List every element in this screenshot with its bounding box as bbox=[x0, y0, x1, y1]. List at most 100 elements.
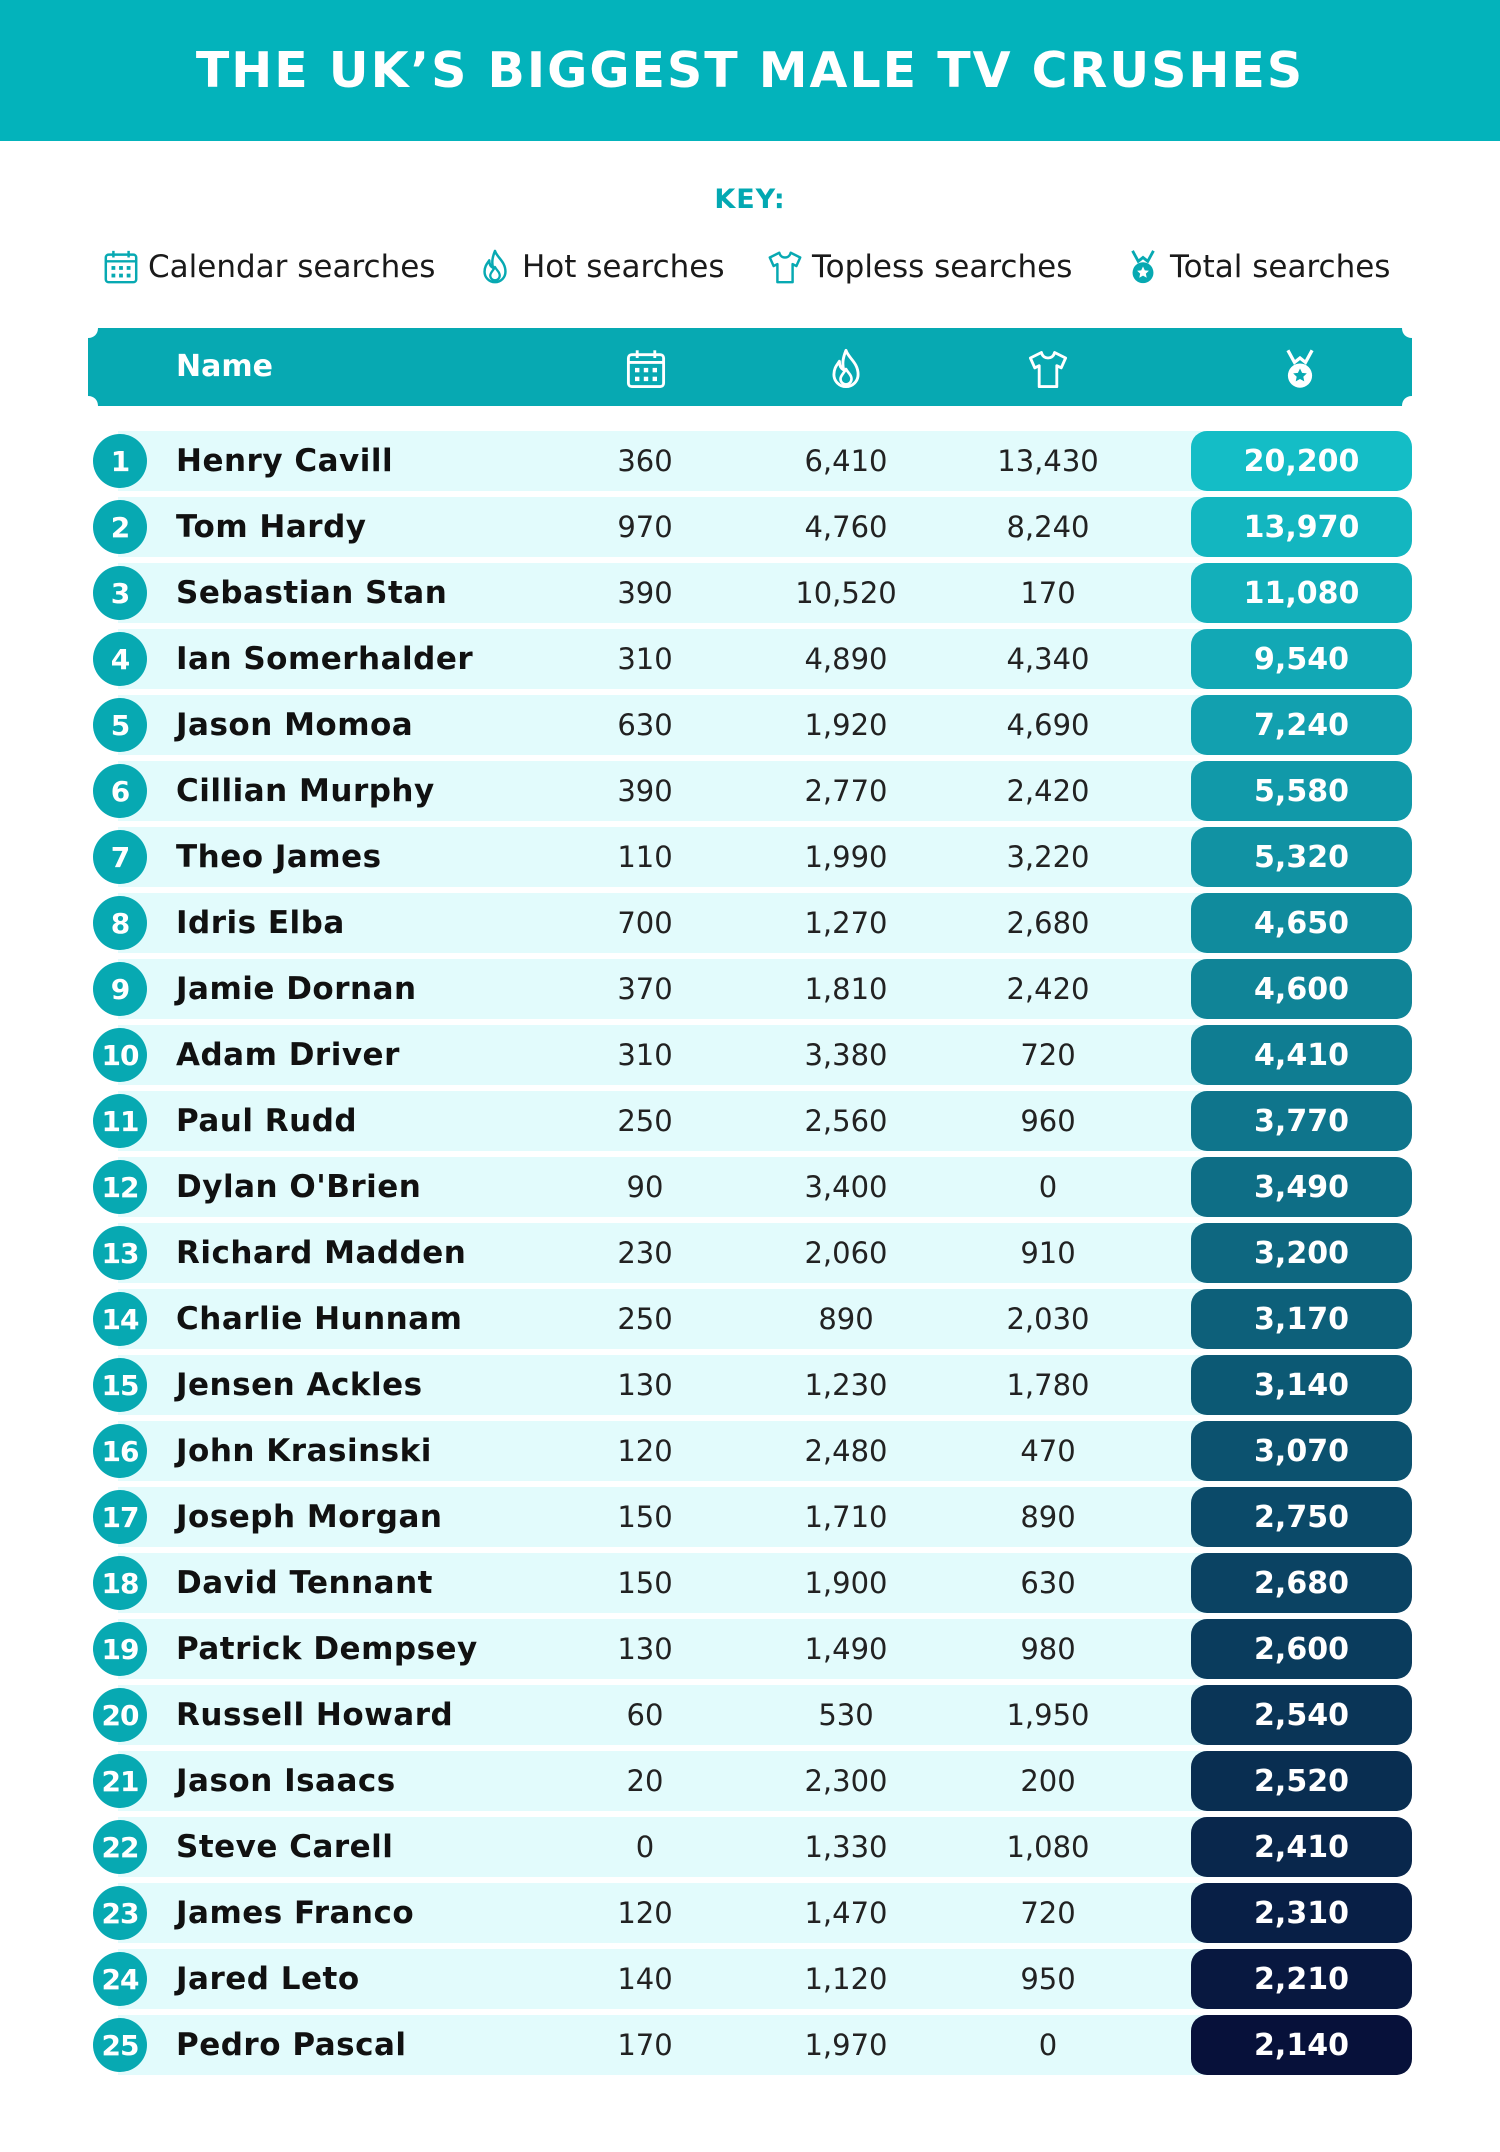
hot-cell: 6,410 bbox=[804, 444, 888, 478]
total-cell: 2,310 bbox=[1191, 1883, 1412, 1943]
table-row: 1 Henry Cavill 360 6,410 13,430 20,200 bbox=[88, 431, 1412, 491]
rank-badge: 25 bbox=[93, 2018, 147, 2072]
topless-cell: 1,950 bbox=[1006, 1698, 1090, 1732]
name-cell: Sebastian Stan bbox=[176, 575, 448, 611]
hot-cell: 3,400 bbox=[804, 1170, 888, 1204]
total-cell: 3,140 bbox=[1191, 1355, 1412, 1415]
legend-label: Calendar searches bbox=[148, 249, 436, 285]
row-background bbox=[118, 893, 1308, 953]
topless-cell: 630 bbox=[1020, 1566, 1076, 1600]
total-cell: 3,490 bbox=[1191, 1157, 1412, 1217]
calendar-cell: 60 bbox=[626, 1698, 664, 1732]
topless-cell: 2,420 bbox=[1006, 972, 1090, 1006]
name-cell: Adam Driver bbox=[176, 1037, 400, 1073]
hot-cell: 10,520 bbox=[795, 576, 897, 610]
hot-cell: 1,810 bbox=[804, 972, 888, 1006]
topless-cell: 960 bbox=[1020, 1104, 1076, 1138]
name-cell: Pedro Pascal bbox=[176, 2027, 407, 2063]
table-row: 18 David Tennant 150 1,900 630 2,680 bbox=[88, 1553, 1412, 1613]
header-background bbox=[88, 328, 1412, 406]
rank-badge: 10 bbox=[93, 1028, 147, 1082]
total-cell: 5,320 bbox=[1191, 827, 1412, 887]
topless-cell: 2,680 bbox=[1006, 906, 1090, 940]
rank-badge: 2 bbox=[93, 500, 147, 554]
hot-cell: 890 bbox=[818, 1302, 874, 1336]
total-cell: 2,140 bbox=[1191, 2015, 1412, 2075]
calendar-cell: 120 bbox=[617, 1434, 673, 1468]
rank-badge: 11 bbox=[93, 1094, 147, 1148]
table-row: 14 Charlie Hunnam 250 890 2,030 3,170 bbox=[88, 1289, 1412, 1349]
topless-cell: 4,690 bbox=[1006, 708, 1090, 742]
hot-cell: 2,560 bbox=[804, 1104, 888, 1138]
name-cell: Joseph Morgan bbox=[176, 1499, 443, 1535]
name-cell: Richard Madden bbox=[176, 1235, 467, 1271]
total-cell: 2,750 bbox=[1191, 1487, 1412, 1547]
topless-cell: 2,420 bbox=[1006, 774, 1090, 808]
table-row: 22 Steve Carell 0 1,330 1,080 2,410 bbox=[88, 1817, 1412, 1877]
name-cell: Ian Somerhalder bbox=[176, 641, 474, 677]
row-background bbox=[118, 1883, 1308, 1943]
row-background bbox=[118, 1685, 1308, 1745]
name-cell: Paul Rudd bbox=[176, 1103, 358, 1139]
name-cell: Idris Elba bbox=[176, 905, 345, 941]
hot-cell: 1,120 bbox=[804, 1962, 888, 1996]
rank-badge: 17 bbox=[93, 1490, 147, 1544]
row-background bbox=[118, 827, 1308, 887]
row-background bbox=[118, 1817, 1308, 1877]
calendar-cell: 230 bbox=[617, 1236, 673, 1270]
total-cell: 5,580 bbox=[1191, 761, 1412, 821]
hot-cell: 1,990 bbox=[804, 840, 888, 874]
calendar-cell: 700 bbox=[617, 906, 673, 940]
topless-cell: 0 bbox=[1038, 2028, 1058, 2062]
rank-badge: 7 bbox=[93, 830, 147, 884]
name-cell: Jason Isaacs bbox=[176, 1763, 396, 1799]
total-cell: 4,650 bbox=[1191, 893, 1412, 953]
legend-item-hot: Hot searches bbox=[476, 242, 724, 292]
rank-badge: 16 bbox=[93, 1424, 147, 1478]
topless-cell: 170 bbox=[1020, 576, 1076, 610]
hot-cell: 530 bbox=[818, 1698, 874, 1732]
table-row: 7 Theo James 110 1,990 3,220 5,320 bbox=[88, 827, 1412, 887]
total-cell: 2,520 bbox=[1191, 1751, 1412, 1811]
name-cell: John Krasinski bbox=[176, 1433, 432, 1469]
name-cell: Charlie Hunnam bbox=[176, 1301, 463, 1337]
hot-cell: 1,330 bbox=[804, 1830, 888, 1864]
calendar-icon bbox=[626, 350, 666, 389]
topless-cell: 980 bbox=[1020, 1632, 1076, 1666]
total-cell: 2,600 bbox=[1191, 1619, 1412, 1679]
calendar-cell: 0 bbox=[635, 1830, 655, 1864]
row-background bbox=[118, 2015, 1308, 2075]
calendar-cell: 150 bbox=[617, 1500, 673, 1534]
topless-cell: 1,780 bbox=[1006, 1368, 1090, 1402]
topless-cell: 950 bbox=[1020, 1962, 1076, 1996]
legend-item-calendar: Calendar searches bbox=[102, 242, 435, 292]
rank-badge: 5 bbox=[93, 698, 147, 752]
total-cell: 20,200 bbox=[1191, 431, 1412, 491]
total-cell: 4,600 bbox=[1191, 959, 1412, 1019]
total-cell: 9,540 bbox=[1191, 629, 1412, 689]
table-row: 17 Joseph Morgan 150 1,710 890 2,750 bbox=[88, 1487, 1412, 1547]
hot-cell: 1,970 bbox=[804, 2028, 888, 2062]
flame-icon bbox=[483, 249, 507, 284]
topless-cell: 0 bbox=[1038, 1170, 1058, 1204]
topless-cell: 890 bbox=[1020, 1500, 1076, 1534]
hot-cell: 1,900 bbox=[804, 1566, 888, 1600]
medal-icon bbox=[1286, 349, 1314, 388]
topless-cell: 720 bbox=[1020, 1896, 1076, 1930]
row-background bbox=[118, 629, 1308, 689]
name-cell: Jamie Dornan bbox=[176, 971, 417, 1007]
key-title: KEY: bbox=[714, 184, 786, 215]
hot-cell: 1,270 bbox=[804, 906, 888, 940]
calendar-cell: 390 bbox=[617, 576, 673, 610]
rank-badge: 14 bbox=[93, 1292, 147, 1346]
table-row: 4 Ian Somerhalder 310 4,890 4,340 9,540 bbox=[88, 629, 1412, 689]
calendar-cell: 310 bbox=[617, 642, 673, 676]
table-row: 25 Pedro Pascal 170 1,970 0 2,140 bbox=[88, 2015, 1412, 2075]
name-cell: Theo James bbox=[176, 839, 382, 875]
calendar-cell: 250 bbox=[617, 1104, 673, 1138]
calendar-cell: 970 bbox=[617, 510, 673, 544]
row-background bbox=[118, 1421, 1308, 1481]
table-row: 13 Richard Madden 230 2,060 910 3,200 bbox=[88, 1223, 1412, 1283]
rank-badge: 12 bbox=[93, 1160, 147, 1214]
total-cell: 2,410 bbox=[1191, 1817, 1412, 1877]
